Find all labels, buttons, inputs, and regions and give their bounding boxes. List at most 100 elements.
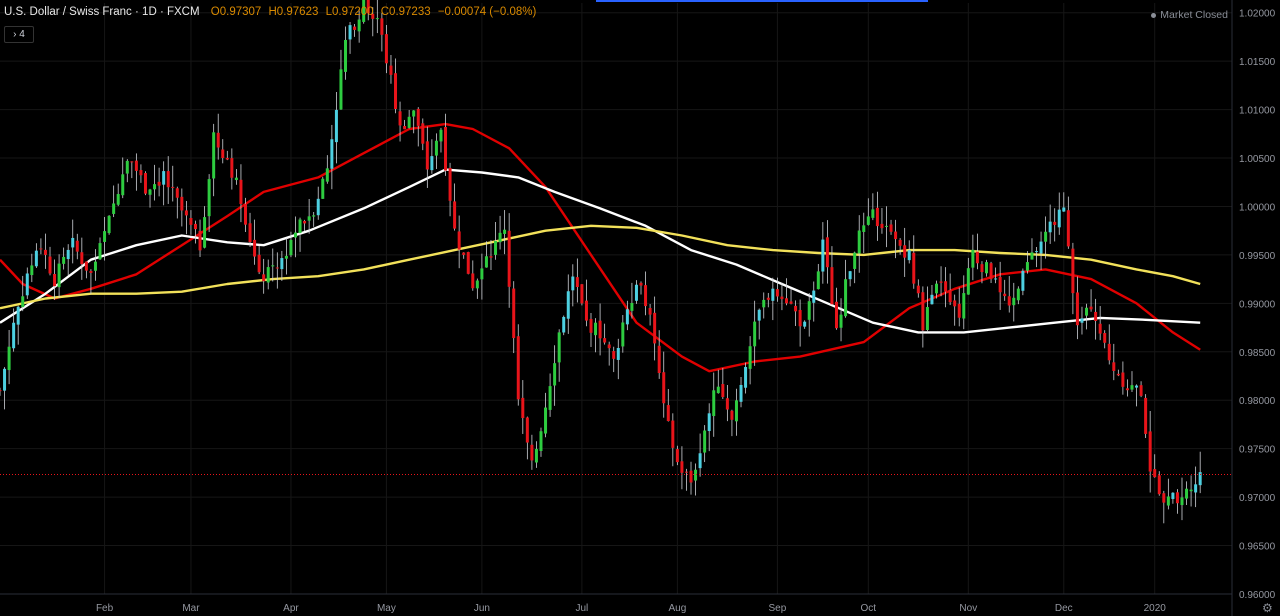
status-dot-icon <box>1151 12 1157 18</box>
gear-icon[interactable]: ⚙ <box>1262 601 1273 615</box>
price-tick-label: 0.98000 <box>1239 396 1276 407</box>
candle <box>34 243 38 268</box>
candle <box>925 286 929 333</box>
candle-body <box>453 201 457 229</box>
candle-body <box>148 189 152 195</box>
candle <box>739 377 743 408</box>
candle-body <box>462 252 466 255</box>
candle-body <box>25 273 29 296</box>
candle <box>521 380 525 434</box>
candle <box>1148 411 1152 493</box>
candle-body <box>257 254 261 273</box>
candle <box>371 7 375 37</box>
candle <box>1162 490 1166 524</box>
candle <box>889 219 893 235</box>
candle-body <box>439 129 443 142</box>
time-tick-label: Sep <box>768 603 786 614</box>
candle-body <box>243 203 247 225</box>
candle <box>298 217 302 252</box>
candle <box>348 22 352 54</box>
candle <box>284 238 288 275</box>
candle-body <box>175 188 179 198</box>
candle <box>594 318 598 353</box>
time-axis[interactable]: Feb Mar Apr May Jun Jul Aug Sep Oct Nov Dec 2020 <box>0 593 1232 614</box>
candle <box>230 148 234 190</box>
candle <box>262 258 266 294</box>
candle <box>703 425 707 463</box>
candle-body <box>798 309 802 327</box>
candle-body <box>903 245 907 258</box>
candle-body <box>562 316 566 333</box>
candle-body <box>712 390 716 417</box>
candle <box>307 198 311 234</box>
candle <box>898 238 902 255</box>
candle-body <box>471 273 475 289</box>
candle-body <box>448 167 452 201</box>
candle <box>53 259 57 300</box>
candle <box>3 367 7 410</box>
candle-body <box>739 384 743 402</box>
candle-body <box>303 220 307 224</box>
candle-body <box>284 255 288 259</box>
candle-body <box>1089 306 1093 310</box>
time-tick-label: Apr <box>283 603 299 614</box>
candle-body <box>16 306 20 325</box>
candle <box>548 373 552 417</box>
time-tick-label: 2020 <box>1144 603 1167 614</box>
candle <box>953 294 957 326</box>
candle-body <box>775 289 779 297</box>
candle-body <box>1025 262 1029 271</box>
candle <box>293 216 297 258</box>
candle-body <box>475 280 479 289</box>
candle-body <box>834 301 838 329</box>
candle <box>1103 330 1107 349</box>
candle <box>357 8 361 43</box>
candle-body <box>389 65 393 75</box>
candle <box>407 109 411 129</box>
candle <box>0 387 2 396</box>
candle <box>503 210 507 255</box>
candle-body <box>225 157 229 160</box>
price-tick-label: 0.99500 <box>1239 251 1276 262</box>
indicators-toggle-button[interactable]: › 4 <box>4 26 34 43</box>
candle-body <box>648 308 652 315</box>
candle-body <box>634 284 638 301</box>
candle <box>57 254 61 298</box>
candle-body <box>21 296 25 308</box>
candle <box>457 215 461 269</box>
candle-body <box>1007 296 1011 306</box>
price-tick-label: 0.99000 <box>1239 299 1276 310</box>
candle <box>166 156 170 204</box>
candle <box>139 164 143 183</box>
candle <box>48 246 52 276</box>
candle-body <box>380 18 384 35</box>
candle <box>857 215 861 273</box>
candle-body <box>957 303 961 318</box>
candle <box>935 280 939 299</box>
candle <box>362 0 366 24</box>
candle <box>812 281 816 322</box>
close-value: C0.97233 <box>380 6 431 18</box>
candle-body <box>412 110 416 117</box>
candle <box>466 251 470 275</box>
candle-body <box>230 158 234 178</box>
candle-body <box>398 111 402 126</box>
candle-body <box>403 126 407 130</box>
candle-body <box>898 239 902 246</box>
candle <box>1116 369 1120 377</box>
candle <box>1121 361 1125 395</box>
price-axis[interactable]: 1.02000 1.01500 1.01000 1.00500 1.00000 0.995… <box>1231 0 1280 616</box>
candle-body <box>971 249 975 268</box>
candle-body <box>962 293 966 319</box>
price-tick-label: 1.01500 <box>1239 57 1276 68</box>
candle-body <box>316 198 320 216</box>
candle <box>484 241 488 268</box>
source-label: FXCM <box>166 6 200 18</box>
candle <box>1153 454 1157 478</box>
candle <box>689 461 693 495</box>
candle <box>384 24 388 74</box>
candle <box>871 193 875 221</box>
candle-body <box>780 296 784 300</box>
candle-body <box>844 279 848 317</box>
